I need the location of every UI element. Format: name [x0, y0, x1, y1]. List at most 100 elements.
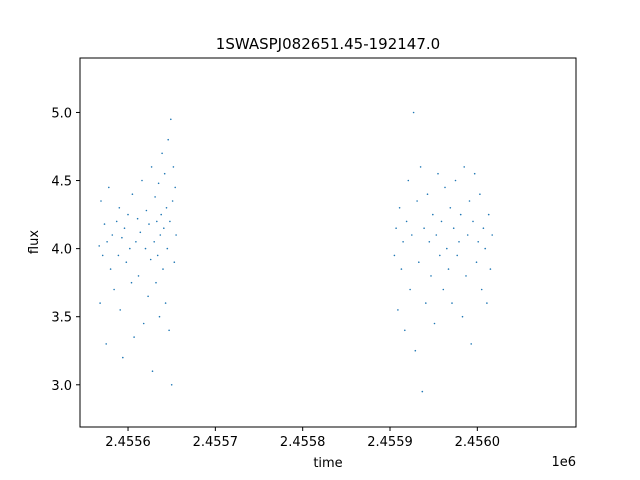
data-point [486, 302, 488, 304]
data-point [123, 227, 126, 229]
data-point [137, 275, 140, 277]
data-point [421, 390, 424, 393]
data-point [456, 254, 459, 257]
data-point [119, 309, 121, 311]
data-point [156, 254, 159, 257]
data-point [133, 336, 135, 338]
data-point [405, 220, 408, 223]
data-point [166, 247, 169, 250]
data-point [115, 220, 118, 223]
y-tick-label: 3.5 [51, 311, 72, 326]
data-point [477, 241, 480, 243]
data-point [407, 179, 410, 182]
x-axis-label: time [313, 456, 342, 471]
data-point [418, 261, 420, 264]
data-point [148, 223, 150, 225]
y-axis-label: flux [27, 230, 42, 254]
data-point [139, 231, 142, 234]
data-point [151, 370, 154, 373]
data-point [144, 247, 147, 250]
data-point [416, 200, 418, 202]
data-point [442, 288, 445, 291]
data-point [159, 234, 162, 236]
data-point [175, 234, 177, 236]
data-point [475, 261, 478, 264]
data-point [446, 247, 448, 250]
data-point [142, 322, 145, 325]
data-point [419, 166, 422, 168]
data-point [489, 268, 492, 270]
data-point [164, 302, 167, 304]
data-point [484, 247, 487, 250]
data-point [458, 241, 460, 243]
y-tick-label: 5.0 [51, 106, 72, 121]
data-point [101, 254, 104, 257]
x-tick-label: 2.4556 [105, 435, 151, 450]
data-point [170, 118, 172, 121]
data-point [141, 179, 143, 182]
data-point [414, 349, 417, 352]
data-point [433, 322, 436, 325]
data-point [404, 329, 406, 332]
data-point [397, 309, 399, 311]
data-point [113, 288, 115, 291]
data-point [395, 227, 397, 229]
data-point [161, 152, 163, 155]
data-point [170, 384, 173, 386]
data-point [465, 275, 467, 277]
data-point [149, 258, 152, 261]
data-point [98, 245, 100, 247]
data-point [173, 261, 176, 264]
data-point [136, 217, 139, 220]
y-axis: 3.0 3.5 4.0 4.5 5.0 [51, 106, 80, 394]
data-point [439, 254, 441, 257]
data-point [393, 254, 396, 257]
data-point [130, 281, 133, 284]
data-point [168, 329, 170, 332]
x-tick-label: 2.4557 [193, 435, 239, 450]
data-point [425, 302, 427, 304]
data-point [472, 220, 474, 223]
data-point [480, 288, 483, 291]
data-point [430, 275, 432, 277]
data-point [131, 193, 134, 195]
data-point [482, 227, 485, 229]
data-point [487, 213, 490, 216]
data-point [163, 227, 165, 229]
data-point [449, 207, 452, 209]
data-point [454, 179, 457, 182]
x-axis: 2.4556 2.4557 2.4558 2.4559 2.4560 [105, 427, 500, 450]
data-point [156, 220, 158, 223]
data-point [150, 166, 153, 168]
data-point [398, 207, 401, 209]
data-point [174, 186, 176, 189]
data-point [423, 227, 425, 229]
data-point [105, 343, 107, 345]
data-point [129, 247, 131, 250]
data-point [135, 241, 137, 243]
data-point [426, 193, 429, 195]
data-point [402, 241, 404, 243]
data-point [167, 138, 169, 141]
y-tick-label: 4.0 [51, 243, 72, 258]
y-tick-label: 4.5 [51, 175, 72, 190]
data-point [117, 254, 120, 257]
data-point [127, 213, 129, 216]
data-point [459, 213, 462, 216]
data-point [118, 207, 121, 209]
data-point [158, 315, 161, 318]
data-point [470, 343, 473, 345]
data-point [155, 281, 157, 284]
data-point [452, 227, 455, 229]
data-point [444, 186, 446, 189]
data-point [106, 241, 108, 243]
data-point [468, 200, 471, 202]
data-point [125, 261, 128, 264]
data-point [169, 220, 171, 223]
data-point [99, 302, 101, 304]
data-point [122, 356, 124, 359]
data-point [447, 268, 450, 270]
data-point [109, 268, 112, 270]
data-point [157, 182, 160, 185]
x-tick-label: 2.4560 [455, 435, 501, 450]
